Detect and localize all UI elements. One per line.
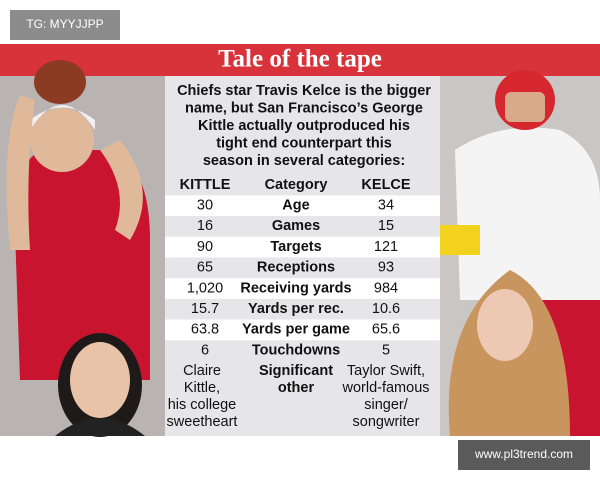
intro-line: Chiefs star Travis Kelce is the bigger <box>177 83 431 99</box>
cell: 15.7 <box>191 301 219 317</box>
row-stripe <box>165 278 440 299</box>
kelce-photo <box>440 70 600 436</box>
footer-watermark: www.pl3trend.com <box>474 447 573 461</box>
header-cell: KITTLE <box>180 177 231 193</box>
last-row-line: Taylor Swift, <box>347 363 425 379</box>
row-stripe <box>165 319 440 341</box>
intro-line: tight end counterpart this <box>216 135 392 151</box>
cell: Receptions <box>257 260 335 276</box>
row-stripe <box>165 195 440 217</box>
header-cell: Category <box>265 177 328 193</box>
cell: 1,020 <box>187 280 223 296</box>
watermark: TG: MYYJJPP <box>26 17 103 31</box>
cell: 16 <box>197 218 213 234</box>
row-stripe <box>165 236 440 258</box>
last-row-line: Significant <box>259 363 333 379</box>
cell: 34 <box>378 198 394 214</box>
intro-line: Kittle actually outproduced his <box>198 118 410 134</box>
intro-line: season in several categories: <box>203 153 405 169</box>
last-row-line: songwriter <box>353 414 420 430</box>
last-row-line: sweetheart <box>167 414 238 430</box>
cell: 90 <box>197 239 213 255</box>
last-row-line: his college <box>168 397 237 413</box>
cell: 65.6 <box>372 322 400 338</box>
last-row-line: singer/ <box>364 397 408 413</box>
title-banner <box>0 44 600 76</box>
cell: 6 <box>201 342 209 358</box>
footer-watermark-box <box>458 440 590 470</box>
cell: 65 <box>197 260 213 276</box>
header-cell: KELCE <box>361 177 410 193</box>
cell: Targets <box>270 239 321 255</box>
cell: Touchdowns <box>252 342 340 358</box>
cell: Yards per game <box>242 322 350 338</box>
cell: Games <box>272 218 320 234</box>
cell: 5 <box>382 342 390 358</box>
stats-table: Chiefs star Travis Kelce is the biggerna… <box>165 83 440 430</box>
title: Tale of the tape <box>218 46 382 73</box>
cell: 121 <box>374 239 398 255</box>
cell: Yards per rec. <box>248 301 344 317</box>
last-row-line: Kittle, <box>184 380 220 396</box>
cell: 984 <box>374 280 398 296</box>
last-row-line: Claire <box>183 363 221 379</box>
cell: 63.8 <box>191 322 219 338</box>
cell: 30 <box>197 198 213 214</box>
intro-line: name, but San Francisco’s George <box>185 100 423 116</box>
cell: Age <box>282 198 309 214</box>
watermark-box <box>10 10 120 40</box>
last-row-line: world-famous <box>341 380 429 396</box>
kittle-photo <box>0 60 165 437</box>
last-row-line: other <box>278 380 315 396</box>
cell: 93 <box>378 260 394 276</box>
cell: 10.6 <box>372 301 400 317</box>
cell: 15 <box>378 218 394 234</box>
cell: Receiving yards <box>240 280 351 296</box>
